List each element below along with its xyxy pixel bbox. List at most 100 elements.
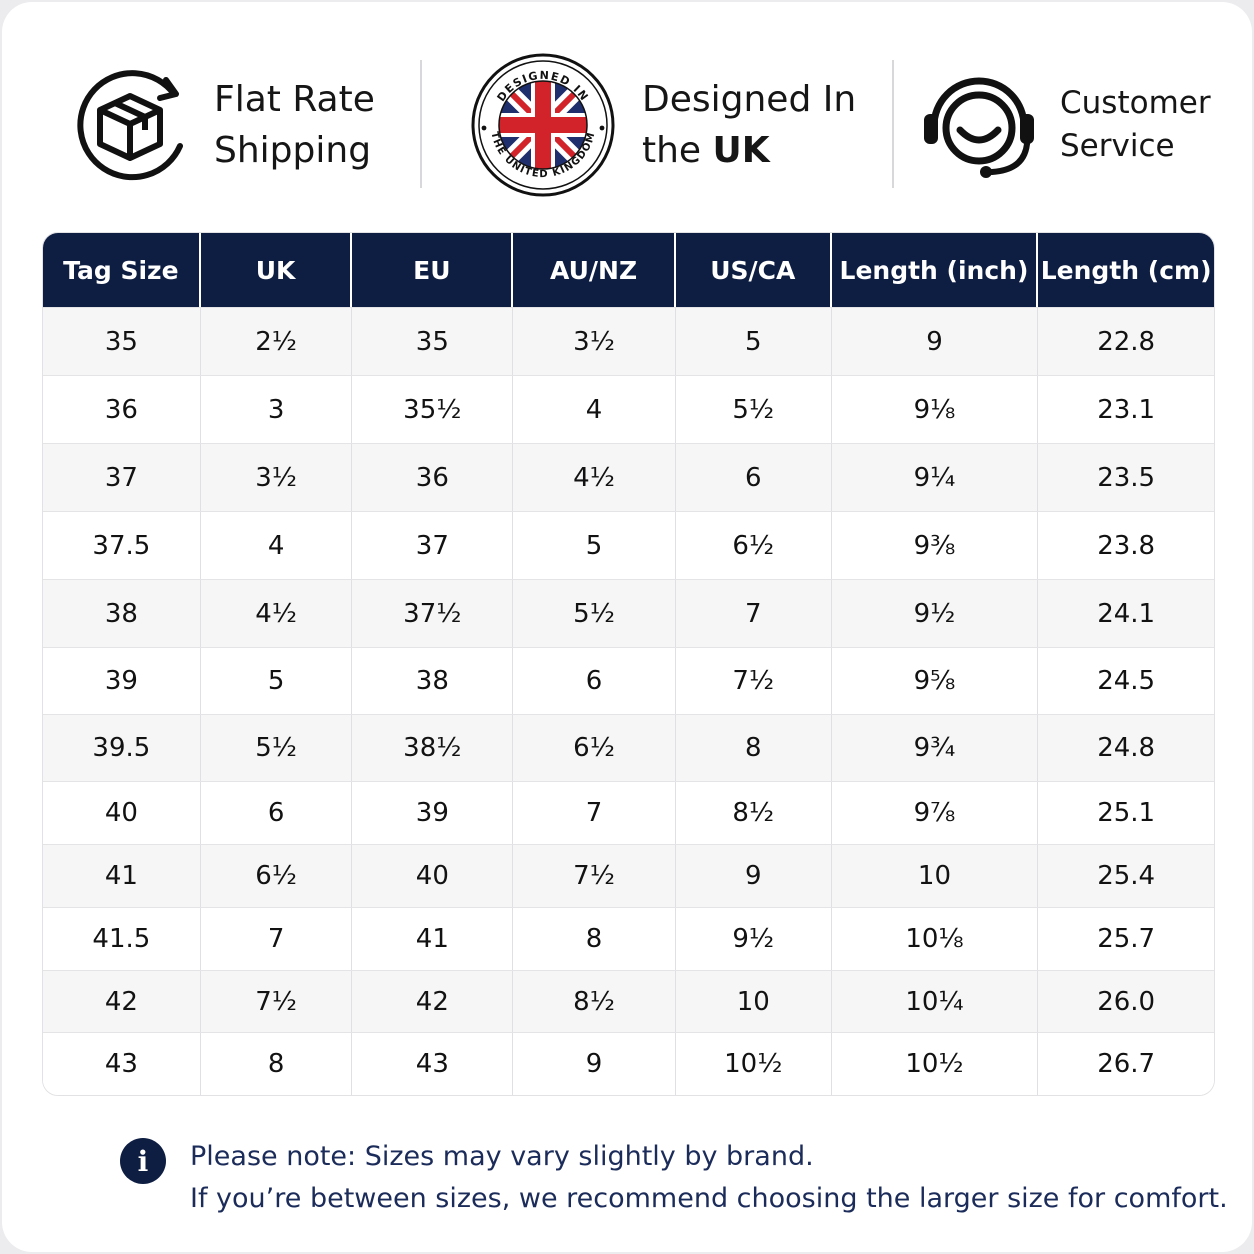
table-row: 35 2½ 35 3½ 5 9 22.8 [43,307,1214,375]
column-header: Length (cm) [1040,255,1212,285]
uk-flag-badge-icon: DESIGNED IN THE UNITED KINGDOM [471,53,615,197]
table-cell: 8 [201,1033,353,1095]
table-cell: 7½ [513,845,676,907]
divider [892,60,894,188]
table-cell: 9⅜ [832,512,1039,579]
table-cell: 41 [43,845,201,907]
table-cell: 7½ [676,648,832,714]
size-note: i Please note: Sizes may vary slightly b… [120,1136,1228,1220]
table-row: 41 6½ 40 7½ 9 10 25.4 [43,844,1214,907]
table-row: 39 5 38 6 7½ 9⅝ 24.5 [43,647,1214,714]
table-cell: 9 [676,845,832,907]
table-cell: 4 [513,376,676,443]
table-cell: 24.5 [1097,666,1156,696]
table-cell: 4½ [201,580,353,647]
table-cell: 24.8 [1097,733,1156,763]
table-cell: 35 [43,308,201,375]
table-cell: 35½ [352,376,514,443]
table-cell: 3 [201,376,353,443]
table-cell: 23.5 [1097,462,1156,493]
feature-customer-service: Customer Service [920,60,1211,190]
table-cell: 10 [676,971,832,1032]
table-cell: 9⅝ [832,648,1039,714]
table-cell: 3½ [201,444,353,511]
table-cell: 39 [43,648,201,714]
table-cell: 8½ [513,971,676,1032]
table-cell: 7½ [201,971,353,1032]
table-row: 42 7½ 42 8½ 10 10¼ 26.0 [43,970,1214,1032]
table-cell: 7 [201,908,353,970]
table-cell: 8½ [676,782,832,844]
feature-line-2-bold: UK [712,130,770,171]
table-cell: 3½ [513,308,676,375]
table-cell: 42 [43,971,201,1032]
table-cell: 7 [676,580,832,647]
column-header: US/CA [676,233,832,307]
table-cell: 7 [513,782,676,844]
table-row: 41.5 7 41 8 9½ 10⅛ 25.7 [43,907,1214,970]
table-cell: 25.1 [1097,798,1156,828]
note-line-1: Please note: Sizes may vary slightly by … [190,1141,814,1172]
table-cell: 43 [352,1033,514,1095]
table-cell: 9 [832,308,1039,375]
size-chart-table: Tag Size UK EU AU/NZ US/CA Length (inch)… [42,232,1215,1096]
table-cell: 25.7 [1097,924,1156,954]
table-cell: 41.5 [43,908,201,970]
table-row: 43 8 43 9 10½ 10½ 26.7 [43,1032,1214,1095]
table-cell: 9½ [676,908,832,970]
feature-line-2: Shipping [214,130,372,171]
column-header: Tag Size [43,233,201,307]
table-cell: 4 [201,512,353,579]
feature-flat-rate-shipping: Flat Rate Shipping [70,60,375,190]
table-cell: 6 [676,444,832,511]
table-cell: 36 [43,376,201,443]
table-cell: 8 [676,715,832,781]
table-cell: 38 [43,580,201,647]
table-cell: 26.7 [1097,1049,1156,1079]
feature-line-2: Service [1060,128,1175,164]
table-row: 38 4½ 37½ 5½ 7 9½ 24.1 [43,579,1214,647]
table-cell: 9⅛ [832,376,1039,443]
table-cell: 37 [43,444,201,511]
table-header-row: Tag Size UK EU AU/NZ US/CA Length (inch)… [43,233,1214,307]
table-cell: 8 [513,908,676,970]
info-icon: i [120,1138,166,1184]
table-row: 37.5 4 37 5 6½ 9⅜ 23.8 [43,511,1214,579]
feature-designed-in-uk: DESIGNED IN THE UNITED KINGDOM Designed … [470,53,857,197]
table-cell: 5 [676,308,832,375]
customer-service-headset-icon [924,77,1034,178]
feature-line-1: Customer [1060,85,1211,121]
table-cell: 25.4 [1097,861,1156,891]
table-cell: 10¼ [832,971,1039,1032]
table-cell: 43 [43,1033,201,1095]
table-cell: 22.8 [1097,326,1156,357]
table-cell: 4½ [513,444,676,511]
table-row: 39.5 5½ 38½ 6½ 8 9¾ 24.8 [43,714,1214,781]
table-cell: 40 [43,782,201,844]
table-cell: 38½ [352,715,514,781]
column-header: UK [201,233,353,307]
feature-line-1: Flat Rate [214,79,375,120]
table-cell: 5 [201,648,353,714]
table-row: 36 3 35½ 4 5½ 9⅛ 23.1 [43,375,1214,443]
divider [420,60,422,188]
table-cell: 39 [352,782,514,844]
table-cell: 42 [352,971,514,1032]
table-cell: 37½ [352,580,514,647]
table-cell: 36 [352,444,514,511]
table-cell: 9¼ [832,444,1039,511]
table-row: 37 3½ 36 4½ 6 9¼ 23.5 [43,443,1214,511]
table-cell: 10½ [832,1033,1039,1095]
table-cell: 2½ [201,308,353,375]
table-cell: 10 [832,845,1039,907]
feature-line-1: Designed In [642,79,857,120]
table-cell: 9¾ [832,715,1039,781]
table-cell: 6½ [201,845,353,907]
table-cell: 5½ [513,580,676,647]
table-cell: 23.8 [1097,530,1156,561]
table-cell: 41 [352,908,514,970]
table-cell: 6 [513,648,676,714]
table-cell: 39.5 [43,715,201,781]
column-header: Length (inch) [832,233,1039,307]
